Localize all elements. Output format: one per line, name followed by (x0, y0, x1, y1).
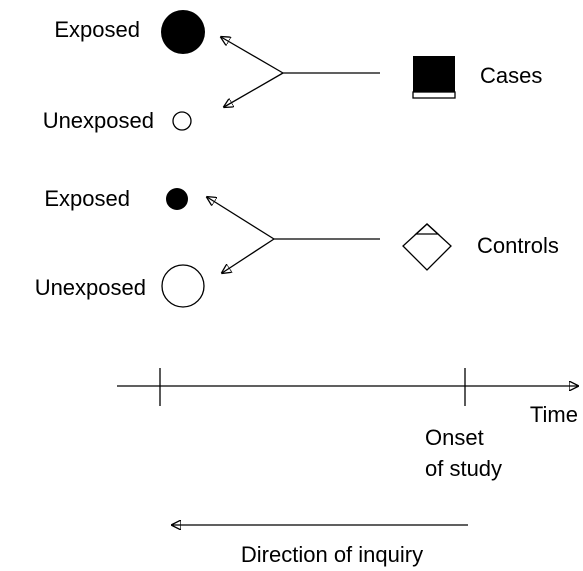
onset-label: of study (425, 456, 502, 481)
label: Exposed (54, 17, 140, 42)
unexposed-circle (161, 264, 205, 308)
label: Cases (480, 63, 542, 88)
exposed-circle (166, 188, 188, 210)
label: Unexposed (35, 275, 146, 300)
cases-square-bottom (412, 91, 456, 99)
exposed-circle (161, 10, 205, 54)
label: Controls (477, 233, 559, 258)
direction-label: Direction of inquiry (241, 542, 423, 567)
onset-label: Onset (425, 425, 484, 450)
arrow (224, 72, 284, 107)
controls-diamond-top (414, 223, 440, 235)
controls-diamond (402, 223, 452, 271)
label: Unexposed (43, 108, 154, 133)
unexposed-circle (172, 111, 192, 131)
arrow (221, 37, 284, 74)
cases-square (413, 56, 455, 98)
arrow (207, 197, 275, 240)
arrow (222, 238, 275, 273)
label: Exposed (44, 186, 130, 211)
axis-label: Time (530, 402, 578, 427)
